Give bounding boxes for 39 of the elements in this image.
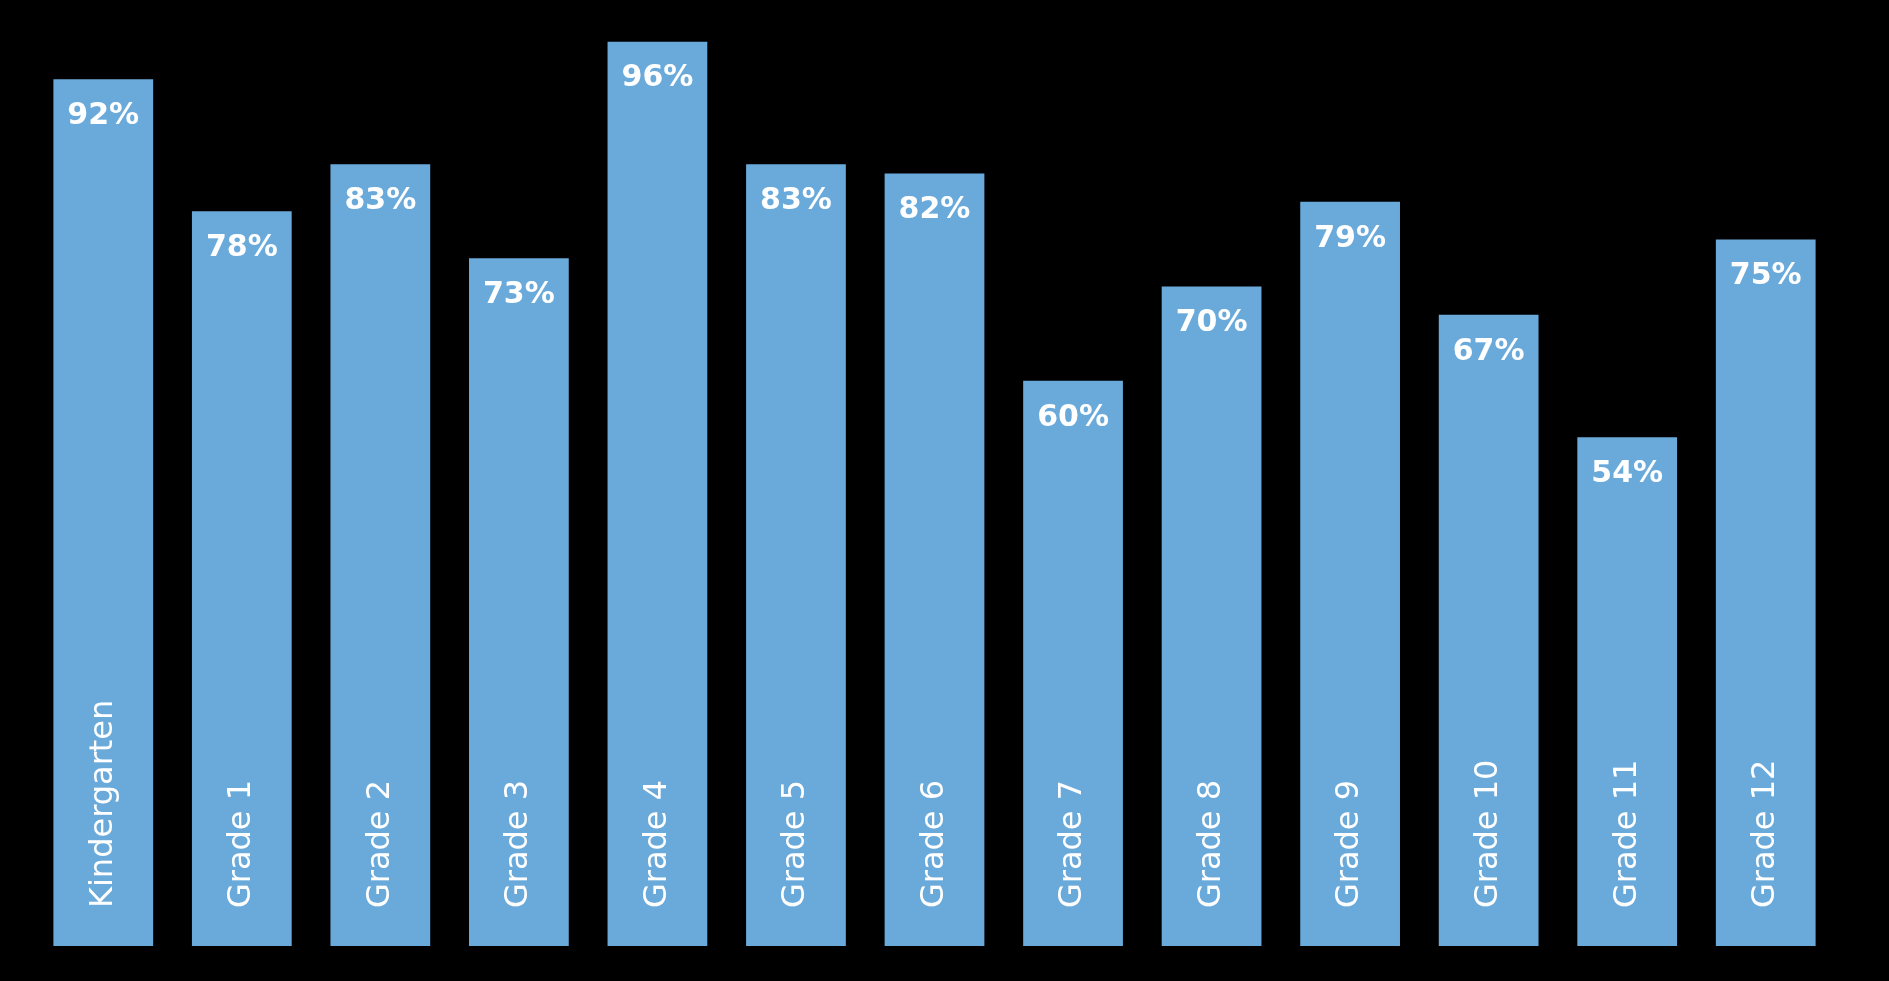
bar: [1577, 437, 1678, 946]
x-tick-label: Grade 9: [1328, 779, 1367, 908]
x-tick-label: Grade 3: [497, 779, 536, 908]
x-tick-label: Grade 2: [358, 779, 397, 908]
data-label: 96%: [621, 58, 694, 94]
x-tick-label: Grade 10: [1466, 759, 1505, 908]
data-label: 82%: [898, 190, 971, 226]
data-label: 78%: [205, 228, 278, 264]
x-tick-label: Grade 8: [1189, 779, 1228, 908]
data-label: 92%: [67, 96, 140, 132]
bar: [469, 258, 569, 946]
x-tick-label: Grade 11: [1605, 759, 1644, 908]
bar: [330, 164, 431, 946]
data-label: 67%: [1452, 331, 1525, 367]
bar: [607, 41, 708, 946]
x-tick-label: Grade 6: [912, 779, 951, 908]
bar: [53, 79, 154, 946]
x-tick-label: Kindergarten: [81, 699, 120, 908]
bar: [191, 211, 292, 946]
data-label: 79%: [1314, 218, 1387, 254]
data-label: 83%: [344, 180, 417, 216]
x-tick-label: Grade 12: [1744, 759, 1783, 908]
x-tick-label: Grade 7: [1051, 779, 1090, 908]
bar: [1438, 314, 1539, 946]
x-tick-label: Grade 5: [774, 779, 813, 908]
data-label: 83%: [760, 180, 832, 216]
bar: [1023, 380, 1123, 946]
bar: [1300, 201, 1400, 946]
bar: [1161, 286, 1262, 946]
bar: [746, 164, 846, 946]
data-label: 75%: [1729, 256, 1802, 292]
data-label: 60%: [1037, 397, 1109, 433]
x-tick-label: Grade 4: [635, 779, 674, 908]
bar: [1715, 239, 1816, 946]
data-label: 70%: [1175, 303, 1248, 339]
data-label: 54%: [1591, 454, 1664, 490]
bar: [884, 173, 985, 946]
data-label: 73%: [482, 275, 555, 311]
x-tick-label: Grade 1: [220, 779, 259, 908]
